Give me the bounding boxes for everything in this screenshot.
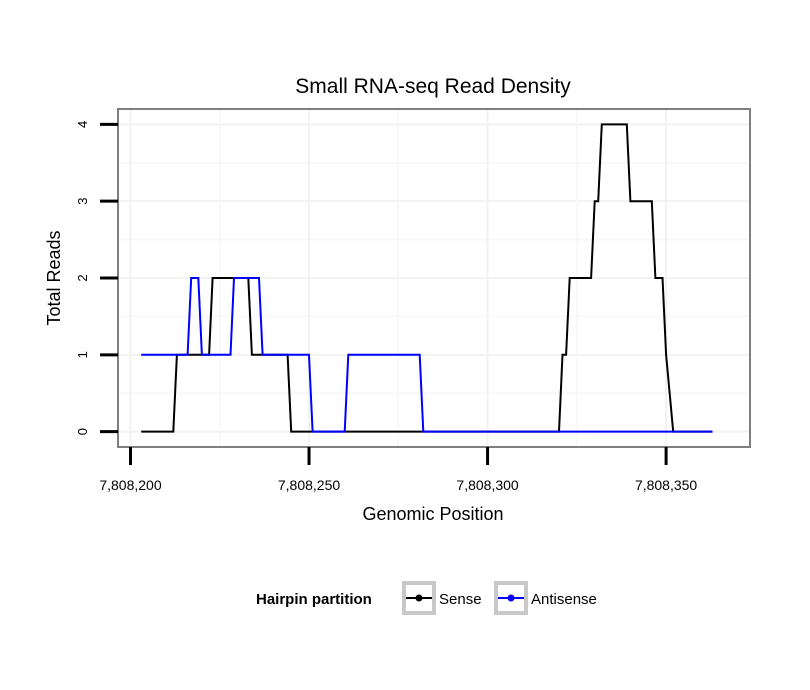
legend-item-antisense[interactable]: Antisense bbox=[494, 581, 597, 615]
legend-key-point bbox=[507, 594, 515, 602]
y-axis: 0 1 2 3 4 bbox=[75, 121, 118, 435]
chart-title: Small RNA-seq Read Density bbox=[295, 75, 571, 98]
x-tick-label: 7,808,200 bbox=[99, 477, 161, 493]
x-axis-title: Genomic Position bbox=[362, 504, 503, 524]
series-line-sense bbox=[141, 123, 713, 433]
y-tick-label: 2 bbox=[75, 274, 90, 281]
legend-label: Antisense bbox=[531, 591, 597, 608]
legend-title: Hairpin partition bbox=[256, 591, 372, 608]
series-layer bbox=[141, 123, 713, 433]
series-line-antisense bbox=[141, 277, 713, 433]
y-tick-label: 1 bbox=[75, 351, 90, 358]
legend-label: Sense bbox=[439, 591, 482, 608]
y-axis-title: Total Reads bbox=[44, 230, 64, 325]
legend-key-point bbox=[415, 594, 423, 602]
x-tick-label: 7,808,300 bbox=[456, 477, 518, 493]
x-tick-label: 7,808,250 bbox=[278, 477, 340, 493]
y-tick-label: 0 bbox=[75, 428, 90, 435]
y-tick-label: 4 bbox=[75, 121, 90, 128]
x-axis: 7,808,200 7,808,250 7,808,300 7,808,350 bbox=[99, 447, 697, 493]
legend-item-sense[interactable]: Sense bbox=[402, 581, 482, 615]
legend: Hairpin partition Sense Antisense bbox=[256, 581, 597, 615]
x-tick-label: 7,808,350 bbox=[635, 477, 697, 493]
y-tick-label: 3 bbox=[75, 198, 90, 205]
